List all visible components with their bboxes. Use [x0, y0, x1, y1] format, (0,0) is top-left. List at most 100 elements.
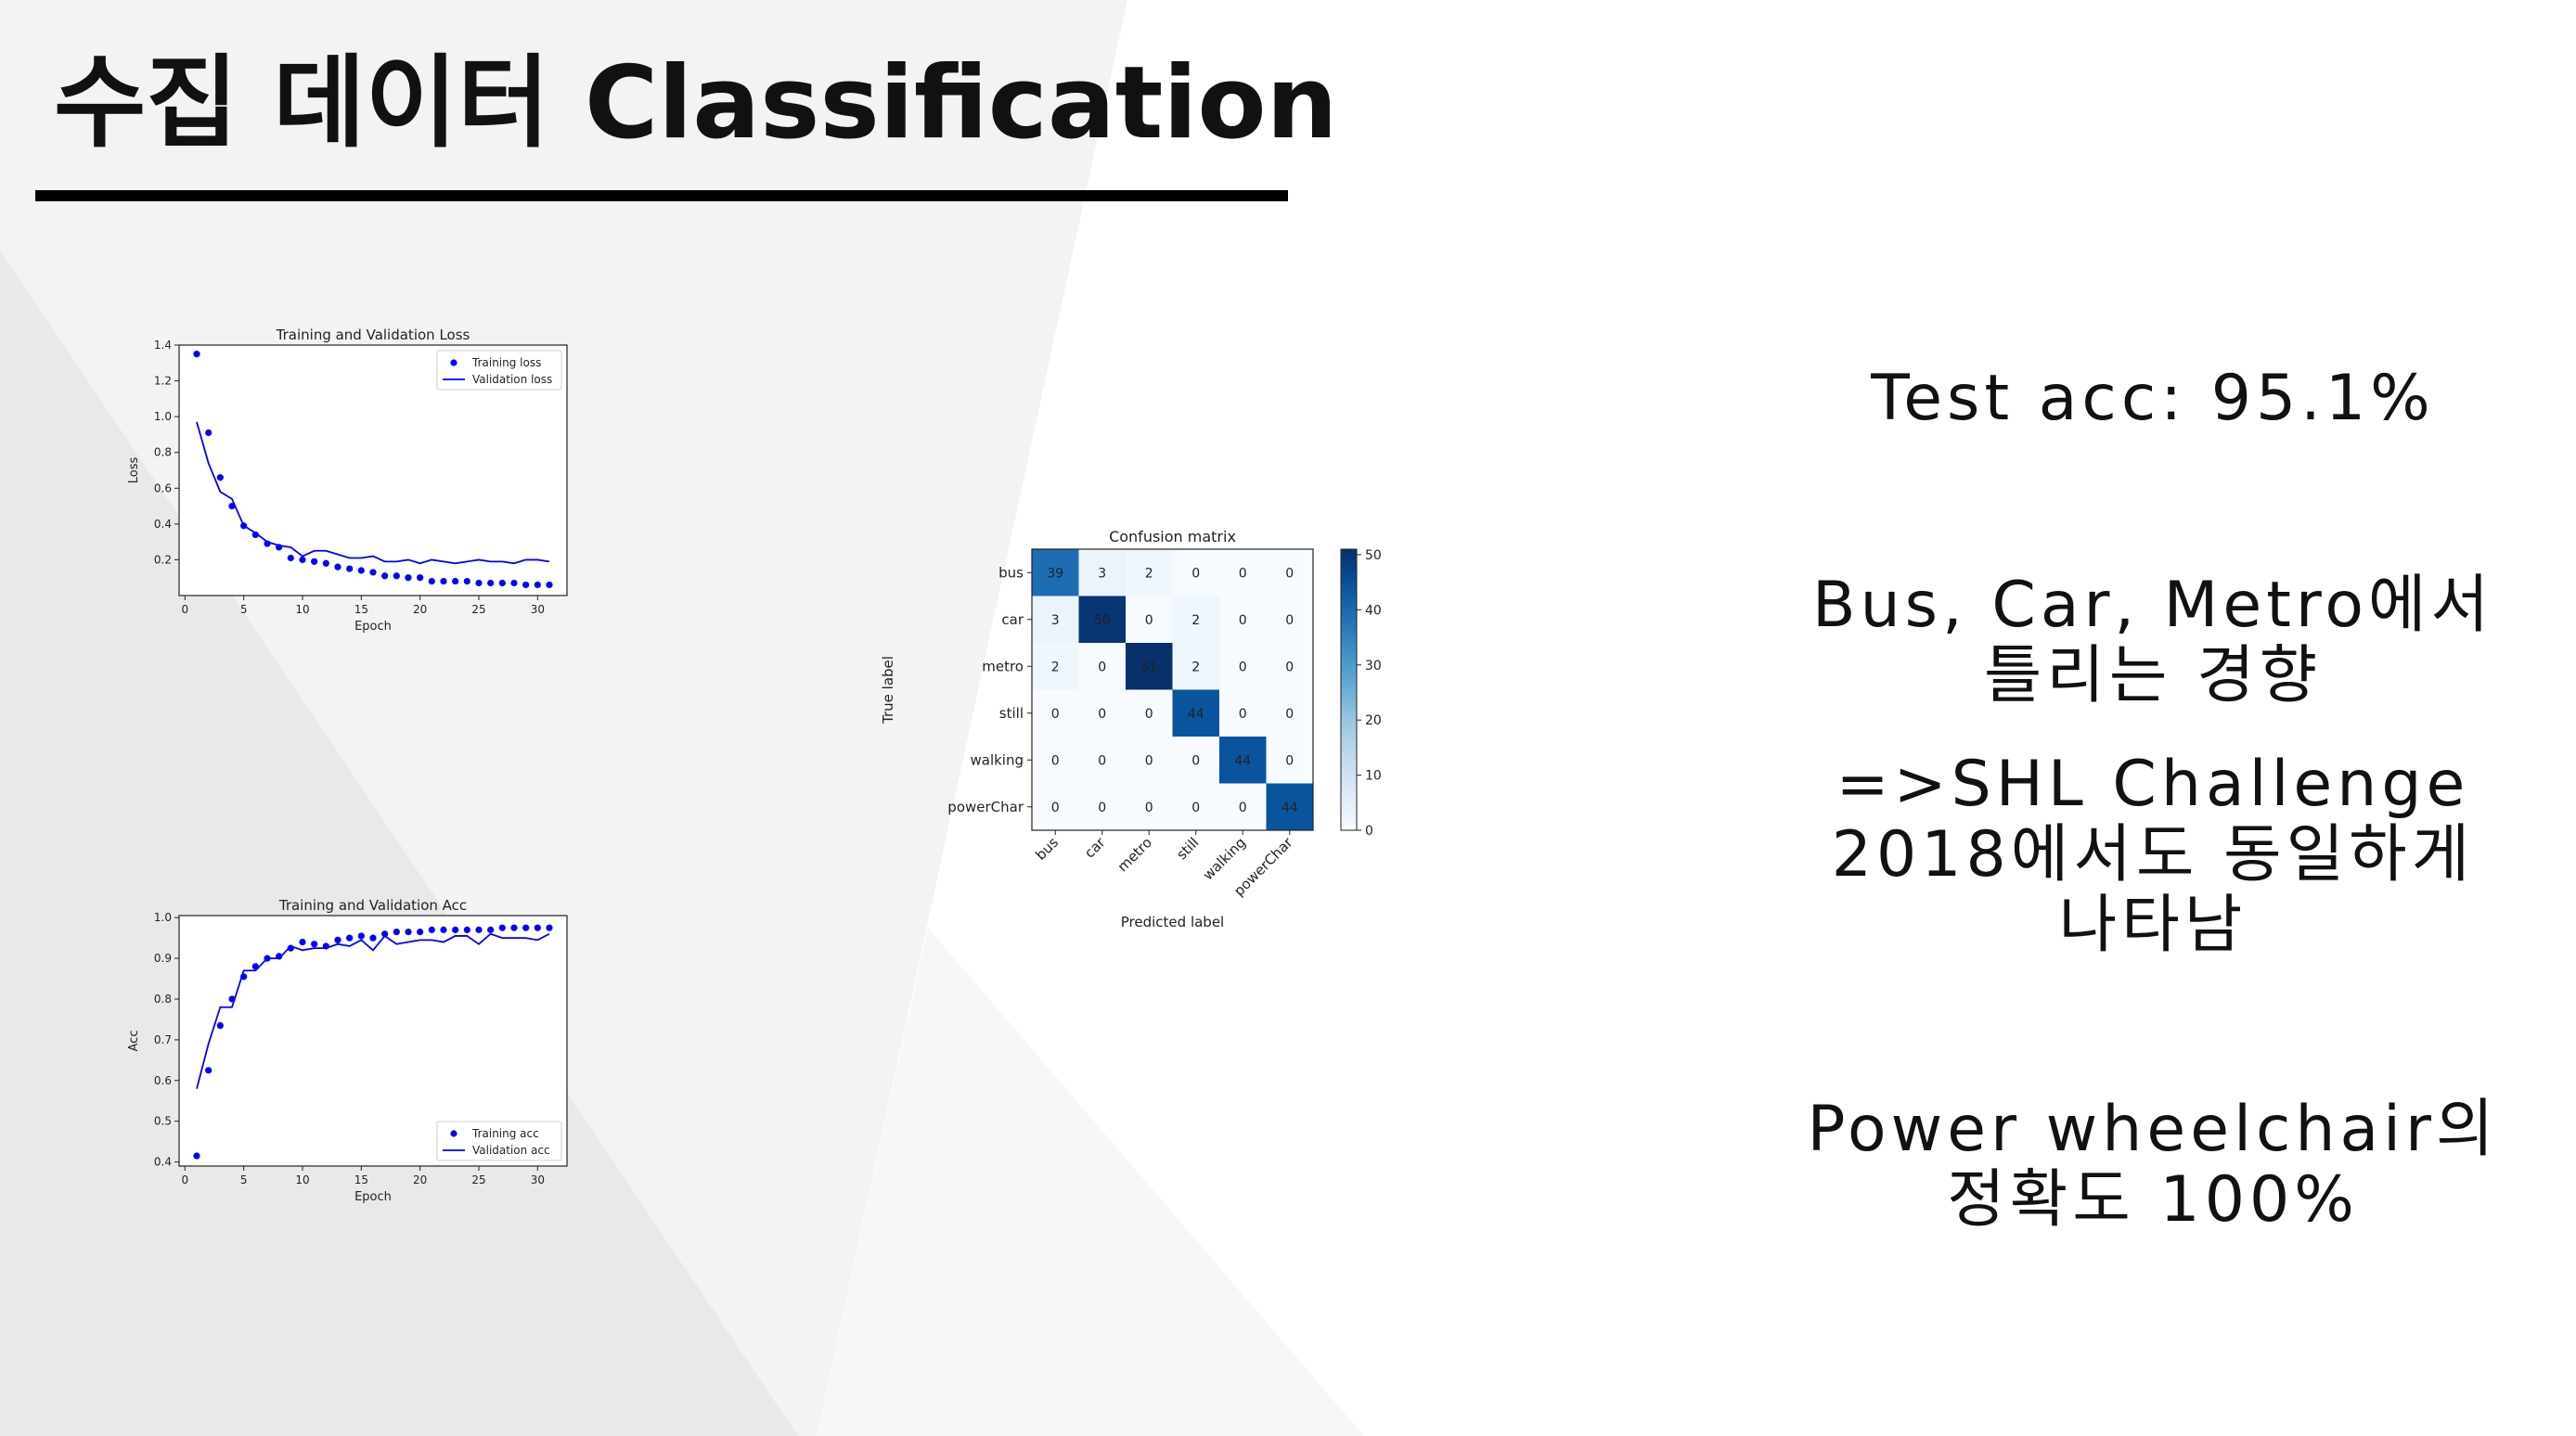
training-series-point	[534, 581, 541, 589]
cell-value: 0	[1051, 801, 1060, 815]
cell-value: 0	[1098, 707, 1106, 722]
y-tick-label: 0.4	[154, 1156, 172, 1169]
title-underline	[35, 190, 1288, 201]
matrix-cell	[1266, 643, 1313, 690]
training-series-point	[393, 572, 400, 580]
cell-value: 0	[1098, 660, 1106, 674]
true-label-tick: still	[999, 705, 1024, 722]
training-series-point	[440, 926, 447, 933]
legend-marker-dot	[450, 1130, 457, 1137]
training-series-point	[405, 928, 412, 936]
cell-value: 0	[1098, 753, 1106, 768]
predicted-label-tick: car	[1081, 834, 1109, 862]
x-tick-label: 5	[240, 1173, 248, 1186]
shl-line-1: =>SHL Challenge	[1835, 748, 2470, 821]
cell-value: 0	[1285, 707, 1294, 722]
matrix-cell	[1032, 737, 1079, 784]
matrix-cell	[1032, 783, 1079, 830]
power-wheelchair-note: Power wheelchair의 정확도 100%	[1763, 1095, 2543, 1236]
matrix-cell	[1219, 689, 1267, 737]
training-series-point	[276, 544, 283, 551]
training-series-point	[475, 926, 483, 933]
colorbar	[1340, 548, 1358, 831]
plot-frame	[178, 344, 568, 596]
y-tick-label: 1.0	[154, 410, 172, 423]
legend-box	[436, 1121, 562, 1161]
legend-label: Training loss	[471, 356, 541, 369]
matrix-cell	[1266, 549, 1313, 596]
matrix-cell	[1172, 643, 1219, 690]
training-series-point	[498, 924, 506, 931]
chart-title: Training and Validation Acc	[278, 897, 467, 914]
training-series-point	[417, 574, 424, 582]
training-series-point	[417, 928, 424, 936]
colorbar-tick-label: 30	[1365, 659, 1382, 673]
matrix-cell	[1126, 737, 1173, 784]
cell-value: 0	[1239, 660, 1247, 674]
cell-value: 44	[1234, 753, 1251, 768]
matrix-cell	[1219, 643, 1267, 690]
matrix-cell	[1266, 596, 1313, 643]
training-series-point	[334, 563, 341, 571]
training-series-point	[475, 579, 483, 587]
y-tick-label: 0.8	[154, 446, 172, 459]
shl-line-2: 2018에서도 동일하게	[1831, 818, 2475, 891]
cell-value: 0	[1191, 801, 1200, 815]
y-tick-label: 1.4	[154, 339, 172, 352]
cell-value: 2	[1191, 660, 1200, 674]
x-tick-label: 15	[354, 603, 368, 616]
matrix-cell	[1172, 596, 1219, 643]
matrix-cell	[1172, 549, 1219, 596]
training-series-point	[334, 936, 341, 943]
cell-value: 50	[1094, 613, 1111, 628]
cell-value: 0	[1239, 707, 1247, 722]
x-tick-label: 30	[531, 1173, 545, 1186]
training-series-point	[393, 928, 400, 936]
training-series-point	[428, 926, 435, 933]
training-series-point	[546, 924, 553, 931]
cell-value: 0	[1285, 660, 1294, 674]
y-tick-label: 0.6	[154, 481, 172, 494]
matrix-cell	[1266, 783, 1313, 830]
colorbar-tick-label: 40	[1365, 603, 1382, 618]
matrix-cell	[1172, 689, 1219, 737]
x-tick-label: 0	[182, 1173, 189, 1186]
cell-value: 0	[1098, 801, 1106, 815]
training-series-point	[228, 502, 236, 510]
matrix-cell	[1126, 643, 1173, 690]
cell-value: 0	[1285, 753, 1294, 768]
training-series-point	[240, 522, 248, 530]
training-series-point	[487, 579, 495, 587]
cell-value: 3	[1098, 566, 1106, 581]
misclassification-line-1: Bus, Car, Metro에서	[1811, 569, 2494, 642]
cell-value: 0	[1285, 613, 1294, 628]
x-tick-label: 10	[295, 603, 309, 616]
cell-value: 0	[1145, 753, 1153, 768]
training-series-point	[510, 579, 518, 587]
y-tick-label: 0.6	[154, 1074, 172, 1087]
training-series-point	[381, 572, 389, 580]
plot-frame	[178, 915, 568, 1167]
y-axis-label: True label	[880, 656, 896, 724]
x-tick-label: 5	[240, 603, 248, 616]
x-tick-label: 25	[471, 603, 485, 616]
matrix-cell	[1078, 737, 1126, 784]
true-label-tick: metro	[982, 658, 1024, 674]
cell-value: 0	[1191, 566, 1200, 581]
training-series-point	[264, 540, 271, 547]
training-series-point	[311, 558, 318, 565]
colorbar-tick-label: 10	[1365, 769, 1382, 784]
matrix-cell	[1126, 783, 1173, 830]
cell-value: 0	[1145, 707, 1153, 722]
training-series-point	[264, 955, 271, 962]
loss-chart: Training and Validation Loss 0 5 10 15 20 25 30…	[127, 327, 568, 634]
test-accuracy-note: Test acc: 95.1%	[1763, 364, 2543, 434]
colorbar-tick-label: 20	[1365, 713, 1382, 728]
legend-label: Validation loss	[472, 373, 552, 386]
training-series-point	[510, 924, 518, 931]
colorbar-tick-label: 50	[1365, 548, 1382, 563]
training-series-point	[369, 569, 377, 576]
test-accuracy-text: Test acc: 95.1%	[1871, 362, 2435, 435]
legend-label: Training acc	[471, 1127, 539, 1140]
training-series-point	[346, 934, 354, 942]
